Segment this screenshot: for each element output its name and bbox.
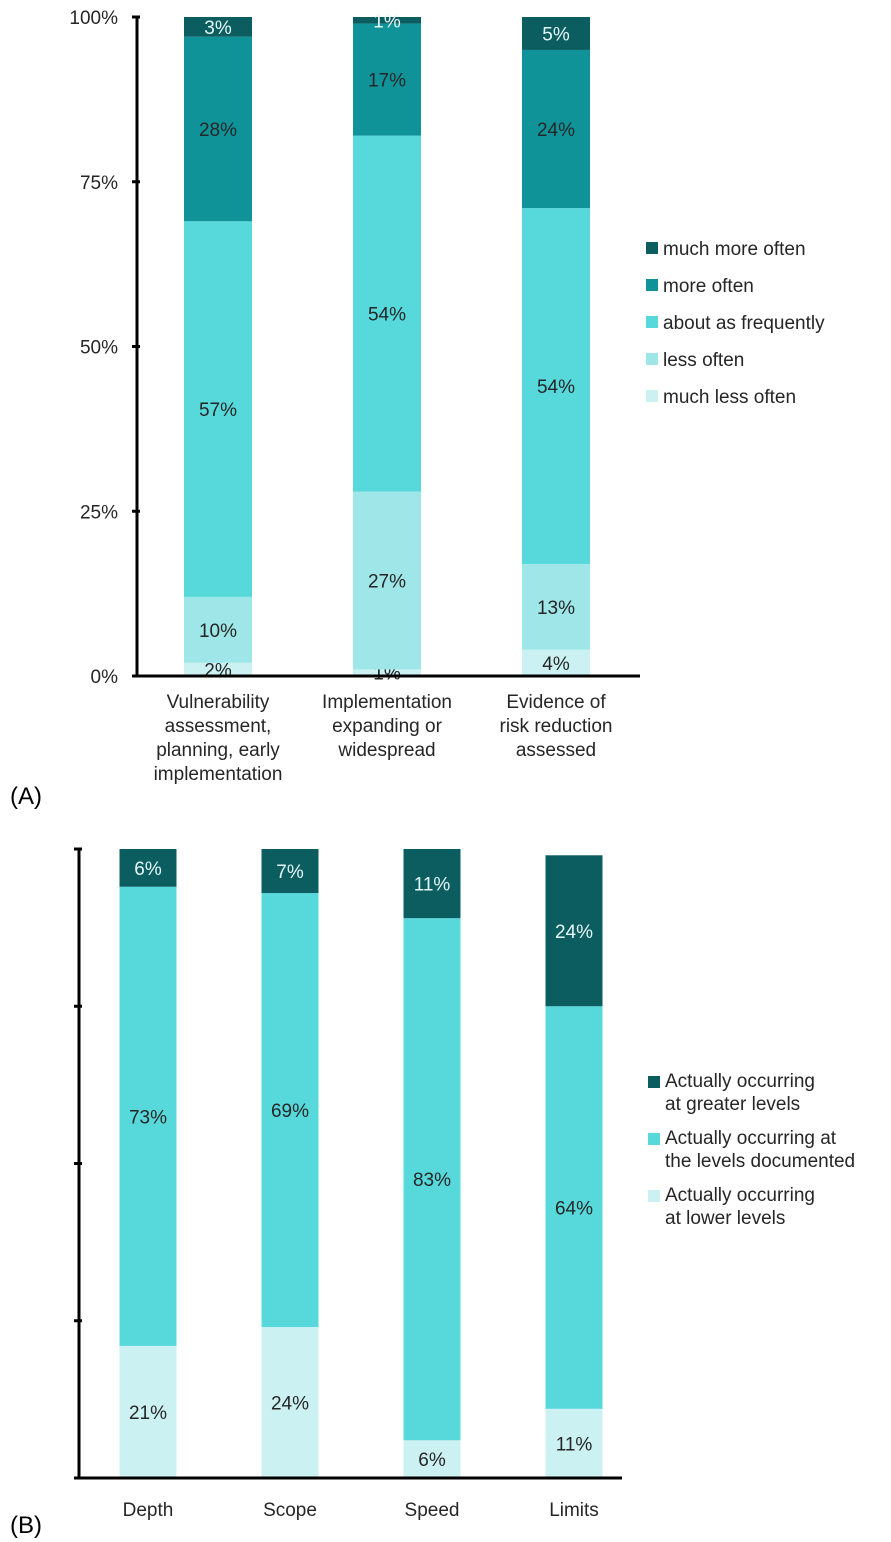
legend-label: at lower levels bbox=[665, 1208, 785, 1229]
bar-segment bbox=[261, 1327, 319, 1478]
data-label: 10% bbox=[199, 621, 237, 642]
legend-swatch bbox=[646, 390, 658, 402]
legend-label: Actually occurring bbox=[665, 1071, 815, 1092]
bar-segment bbox=[184, 17, 252, 37]
data-label: 57% bbox=[199, 400, 237, 421]
y-tick-label: 75% bbox=[80, 173, 118, 194]
bar-segment bbox=[261, 849, 319, 894]
category-label: Depth bbox=[123, 1500, 174, 1521]
legend-swatch bbox=[648, 1076, 660, 1088]
bar-segment bbox=[119, 1345, 177, 1478]
legend-label: the levels documented bbox=[665, 1151, 855, 1172]
legend-label: Actually occurring bbox=[665, 1185, 815, 1206]
bar-segment bbox=[184, 662, 252, 676]
category-label: risk reduction bbox=[500, 716, 613, 737]
data-label: 4% bbox=[542, 654, 570, 675]
bar-segment bbox=[403, 1440, 461, 1478]
category-label: Evidence of bbox=[506, 692, 606, 713]
panel-label: (A) bbox=[10, 783, 42, 810]
category-label: assessment, bbox=[165, 716, 272, 737]
data-label: 1% bbox=[373, 11, 401, 32]
legend-label: much less often bbox=[663, 387, 796, 408]
data-label: 21% bbox=[129, 1403, 167, 1424]
data-label: 69% bbox=[271, 1101, 309, 1122]
panel-a-chart: 2%10%57%28%3%1%27%54%17%1%4%13%54%24%5%0… bbox=[10, 8, 825, 810]
y-tick-label: 100% bbox=[69, 8, 118, 29]
data-label: 7% bbox=[276, 862, 304, 883]
category-label: assessed bbox=[516, 740, 596, 761]
bar-segment bbox=[545, 1006, 603, 1409]
legend-label: Actually occurring at bbox=[665, 1128, 837, 1149]
data-label: 13% bbox=[537, 598, 575, 619]
category-label: widespread bbox=[337, 740, 435, 761]
bar-segment bbox=[184, 221, 252, 597]
bar-segment bbox=[119, 849, 177, 887]
bar-segment bbox=[184, 36, 252, 222]
category-label: planning, early bbox=[156, 740, 280, 761]
data-label: 11% bbox=[414, 875, 451, 896]
data-label: 6% bbox=[134, 859, 162, 880]
bar-segment bbox=[353, 23, 421, 136]
bar-segment bbox=[522, 49, 590, 209]
data-label: 83% bbox=[413, 1170, 451, 1191]
data-label: 6% bbox=[418, 1450, 446, 1471]
category-label: Limits bbox=[549, 1500, 599, 1521]
bar-segment bbox=[522, 563, 590, 650]
y-tick-label: 50% bbox=[80, 338, 118, 359]
legend-swatch bbox=[648, 1133, 660, 1145]
y-tick-label: 0% bbox=[91, 667, 119, 688]
data-label: 73% bbox=[129, 1107, 167, 1128]
legend-label: at greater levels bbox=[665, 1094, 800, 1115]
category-label: Scope bbox=[263, 1500, 317, 1521]
data-label: 17% bbox=[368, 71, 406, 92]
legend-swatch bbox=[646, 316, 658, 328]
category-label: Vulnerability bbox=[167, 692, 270, 713]
bar-segment bbox=[119, 886, 177, 1346]
data-label: 24% bbox=[271, 1394, 309, 1415]
data-label: 24% bbox=[555, 922, 593, 943]
bar-segment bbox=[353, 17, 421, 24]
y-tick-label: 25% bbox=[80, 502, 118, 523]
bar-segment bbox=[403, 849, 461, 919]
category-label: Implementation bbox=[322, 692, 452, 713]
legend-swatch bbox=[646, 242, 658, 254]
data-label: 28% bbox=[199, 120, 237, 141]
bar-segment bbox=[184, 596, 252, 663]
legend-label: about as frequently bbox=[663, 313, 825, 334]
legend-label: much more often bbox=[663, 239, 806, 260]
category-label: expanding or bbox=[332, 716, 443, 737]
bar-segment bbox=[522, 208, 590, 564]
bar-segment bbox=[522, 649, 590, 676]
bar-segment bbox=[545, 855, 603, 1007]
panel-b-chart: 21% 73% 6% 24% 69% 7% 6% 83% 11% 11% 64% 24% Depth Sc… bbox=[10, 847, 855, 1539]
legend-label: more often bbox=[663, 276, 754, 297]
data-label: 11% bbox=[556, 1434, 593, 1455]
legend-swatch bbox=[646, 279, 658, 291]
data-label: 2% bbox=[204, 660, 232, 681]
bar-segment bbox=[353, 135, 421, 492]
data-label: 54% bbox=[537, 377, 575, 398]
bar-segment bbox=[353, 669, 421, 676]
data-label: 27% bbox=[368, 571, 406, 592]
legend-label: less often bbox=[663, 350, 744, 371]
legend-swatch bbox=[646, 353, 658, 365]
category-label: implementation bbox=[154, 764, 283, 785]
data-label: 64% bbox=[555, 1199, 593, 1220]
bar-segment bbox=[261, 893, 319, 1328]
bar-segment bbox=[545, 1408, 603, 1478]
panel-label: (B) bbox=[10, 1512, 42, 1539]
legend-swatch bbox=[648, 1190, 660, 1202]
data-label: 3% bbox=[204, 18, 232, 39]
bar-segment bbox=[522, 17, 590, 50]
bar-segment bbox=[353, 491, 421, 670]
data-label: 24% bbox=[537, 120, 575, 141]
data-label: 5% bbox=[542, 24, 570, 45]
category-label: Speed bbox=[405, 1500, 460, 1521]
bar-segment bbox=[403, 918, 461, 1441]
data-label: 54% bbox=[368, 305, 406, 326]
